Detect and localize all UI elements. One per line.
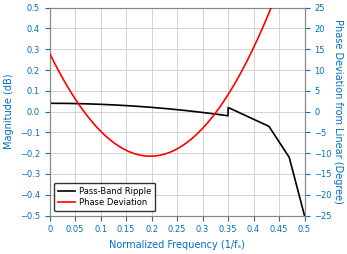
X-axis label: Normalized Frequency (1/fₛ): Normalized Frequency (1/fₛ) xyxy=(109,240,245,250)
Legend: Pass-Band Ripple, Phase Deviation: Pass-Band Ripple, Phase Deviation xyxy=(54,183,155,211)
Y-axis label: Phase Deviation from Linear (Degree): Phase Deviation from Linear (Degree) xyxy=(333,19,343,204)
Y-axis label: Magnitude (dB): Magnitude (dB) xyxy=(4,74,14,149)
